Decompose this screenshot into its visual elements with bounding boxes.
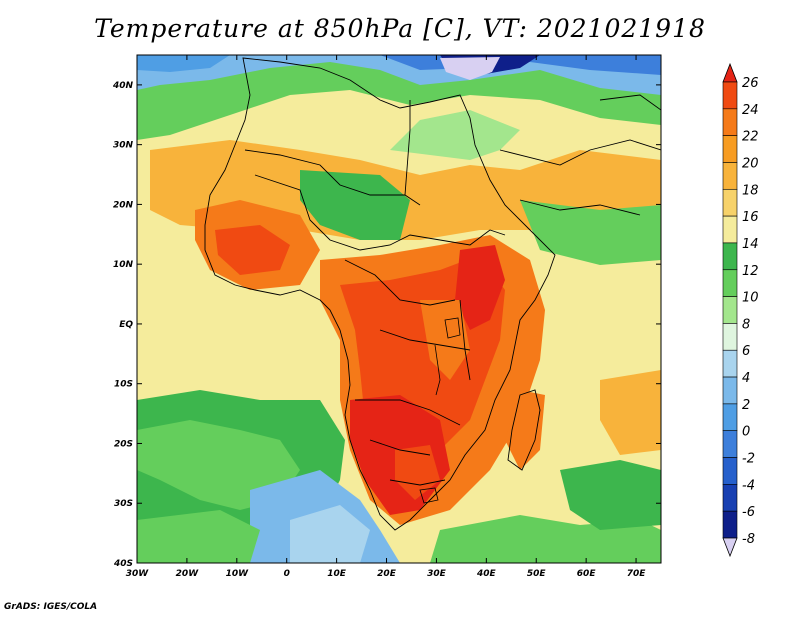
colorbar-bin (722, 430, 738, 458)
lon-tick-label: 30W (126, 569, 150, 579)
colorbar-level-label: -8 (742, 532, 755, 547)
colorbar-level-label: 6 (742, 344, 750, 359)
lon-tick-label: 0 (284, 569, 290, 579)
colorbar-bin (722, 484, 738, 512)
colorbar-level-label: -4 (742, 478, 755, 493)
lat-tick-label: 10S (114, 380, 133, 390)
colorbar-bin (722, 162, 738, 190)
colorbar-level-label: -6 (742, 505, 755, 520)
colorbar-level-label: 14 (742, 237, 759, 252)
credit-label: GrADS: IGES/COLA (4, 602, 98, 612)
temperature-map (137, 55, 661, 563)
lat-tick-label: 20S (114, 439, 133, 449)
colorbar-level-label: 8 (742, 317, 750, 332)
colorbar-level-label: 4 (742, 371, 750, 386)
colorbar-level-label: 2 (742, 398, 750, 413)
lon-tick-label: 60E (577, 569, 597, 579)
colorbar-bin (722, 349, 738, 378)
lat-tick-label: 40N (112, 81, 134, 91)
map-title: Temperature at 850hPa [C], VT: 202102191… (94, 14, 706, 43)
colorbar-level-label: 20 (742, 156, 759, 171)
colorbar-level-label: 0 (742, 425, 750, 440)
lon-tick-label: 50E (527, 569, 547, 579)
colorbar-min-triangle (722, 537, 738, 558)
colorbar-bin (722, 215, 738, 244)
lon-tick-label: 10W (226, 569, 250, 579)
longitude-axis: 30W 20W 10W 0 10E 20E 30E 40E 50E 60E 70E (126, 55, 646, 579)
lat-tick-label: 30N (113, 141, 134, 151)
colorbar-bin (722, 269, 738, 297)
colorbar-level-label: 18 (742, 183, 759, 198)
colorbar-bin (722, 81, 738, 110)
lon-tick-label: 20E (377, 569, 397, 579)
colorbar-level-label: 16 (742, 210, 759, 225)
colorbar-bin (722, 403, 738, 432)
colorbar-bin (722, 323, 738, 351)
colorbar-level-label: 10 (742, 291, 759, 306)
colorbar-level-label: -2 (742, 452, 755, 467)
lon-tick-label: 10E (327, 569, 347, 579)
lat-tick-label: 40S (113, 559, 133, 569)
colorbar-level-label: 24 (742, 103, 759, 118)
lat-tick-label: EQ (119, 320, 133, 330)
colorbar-bin (722, 135, 738, 163)
colorbar-level-label: 22 (742, 130, 759, 145)
colorbar-bin (722, 457, 738, 485)
lon-tick-label: 20W (176, 569, 200, 579)
lon-tick-label: 70E (627, 569, 647, 579)
colorbar-bin (722, 108, 738, 136)
lat-tick-label: 20N (113, 200, 134, 210)
colorbar-max-triangle (722, 62, 738, 83)
colorbar-level-label: 26 (742, 76, 759, 91)
lon-tick-label: 40E (476, 569, 497, 579)
colorbar-bin (722, 296, 738, 324)
colorbar-bin (722, 242, 738, 271)
lon-tick-label: 30E (427, 569, 447, 579)
colorbar-bin (722, 188, 738, 217)
lat-tick-label: 10N (113, 260, 134, 270)
latitude-axis: 40N 30N 20N 10N EQ 10S 20S 30S 40S (112, 81, 661, 569)
lat-tick-label: 30S (114, 499, 133, 509)
colorbar-level-label: 12 (742, 264, 759, 279)
colorbar-bin (722, 510, 738, 539)
colorbar-bin (722, 376, 738, 405)
